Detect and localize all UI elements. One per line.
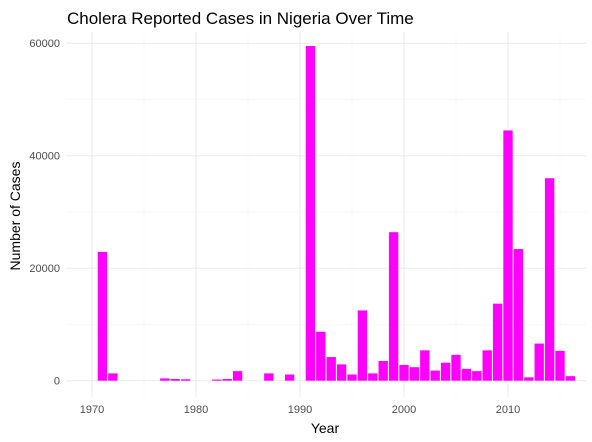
bar-2005 bbox=[451, 354, 461, 381]
bar-2009 bbox=[492, 303, 503, 381]
bar-2000 bbox=[399, 364, 409, 381]
x-tick-label: 1980 bbox=[184, 404, 208, 416]
bar-2008 bbox=[482, 350, 492, 381]
y-tick-label: 0 bbox=[54, 376, 60, 388]
bar-1998 bbox=[378, 361, 388, 381]
bars bbox=[97, 46, 576, 381]
bar-2011 bbox=[513, 249, 524, 381]
bar-2010 bbox=[503, 130, 513, 381]
bar-1987 bbox=[264, 373, 274, 381]
bar-2012 bbox=[524, 377, 534, 381]
x-tick-label: 2010 bbox=[496, 404, 520, 416]
chart-title: Cholera Reported Cases in Nigeria Over T… bbox=[67, 9, 414, 28]
bar-2007 bbox=[472, 371, 482, 381]
bar-2015 bbox=[555, 350, 565, 381]
bar-2013 bbox=[534, 343, 544, 381]
y-axis-ticks: 0 20000 40000 60000 bbox=[29, 38, 60, 387]
bar-2002 bbox=[420, 350, 430, 381]
bar-1979 bbox=[180, 379, 191, 381]
bar-2016 bbox=[565, 376, 576, 381]
bar-1991 bbox=[305, 46, 316, 381]
bar-2003 bbox=[430, 370, 440, 381]
bar-1989 bbox=[284, 374, 295, 381]
bar-1971 bbox=[97, 251, 108, 381]
bar-2006 bbox=[461, 368, 472, 381]
x-tick-label: 1990 bbox=[288, 404, 312, 416]
y-tick-label: 20000 bbox=[29, 263, 60, 275]
bar-1999 bbox=[388, 232, 399, 381]
x-tick-label: 1970 bbox=[80, 404, 104, 416]
bar-1992 bbox=[316, 331, 326, 381]
bar-1982 bbox=[212, 379, 222, 381]
x-tick-label: 2000 bbox=[392, 404, 416, 416]
y-tick-label: 60000 bbox=[29, 38, 60, 50]
bar-1996 bbox=[357, 310, 368, 381]
x-axis-title: Year bbox=[311, 420, 340, 436]
bar-1983 bbox=[222, 379, 232, 381]
bar-1995 bbox=[347, 374, 357, 381]
bar-1978 bbox=[170, 379, 180, 381]
y-axis-title: Number of Cases bbox=[7, 162, 23, 271]
bar-1994 bbox=[336, 364, 347, 381]
bar-1972 bbox=[108, 373, 118, 381]
bar-1984 bbox=[232, 371, 243, 381]
bar-2004 bbox=[440, 362, 451, 381]
bar-1997 bbox=[368, 373, 378, 381]
bar-2001 bbox=[409, 367, 420, 381]
x-axis-ticks: 1970 1980 1990 2000 2010 bbox=[80, 404, 520, 416]
bar-1993 bbox=[326, 357, 336, 381]
bar-2014 bbox=[544, 178, 555, 381]
bar-1977 bbox=[160, 378, 170, 381]
y-tick-label: 40000 bbox=[29, 151, 60, 163]
